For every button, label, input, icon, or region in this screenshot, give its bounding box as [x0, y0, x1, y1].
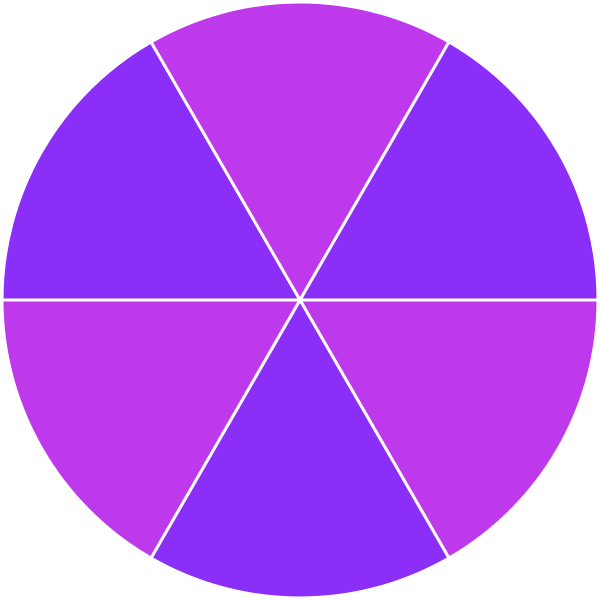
wheel-segments — [2, 2, 598, 598]
segmented-wheel — [0, 0, 600, 600]
